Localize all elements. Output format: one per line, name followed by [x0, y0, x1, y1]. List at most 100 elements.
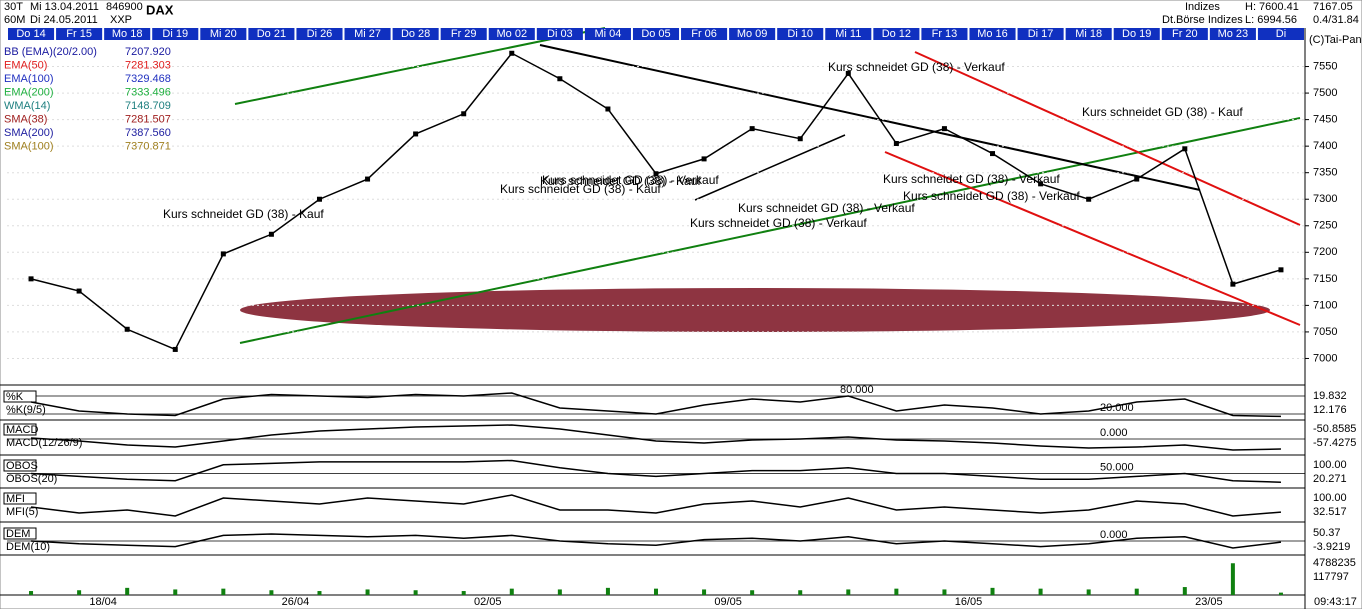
panel-value: 4788235: [1313, 557, 1356, 569]
trend-line: [694, 134, 846, 201]
price-point: [509, 50, 515, 56]
volume-bar: [509, 588, 514, 595]
from-date: Mi 13.04.2011: [30, 1, 99, 13]
date-label: Di 26: [307, 28, 333, 40]
highlight-zone: [240, 288, 1270, 332]
panel-value: 12.176: [1313, 404, 1347, 416]
legend-label: EMA(200): [4, 86, 54, 98]
panel-value: 32.517: [1313, 506, 1347, 518]
x-date-label: 02/05: [474, 596, 502, 608]
volume-bar: [1182, 587, 1187, 595]
price-point: [28, 276, 34, 282]
date-label: Do 12: [882, 28, 911, 40]
price-point: [749, 126, 755, 132]
date-label: Mi 20: [210, 28, 237, 40]
panel-title: OBOS: [6, 460, 38, 472]
price-point: [893, 141, 899, 146]
date-label: Di 03: [547, 28, 573, 40]
date-cell: [921, 28, 968, 40]
date-label: Fr 20: [1172, 28, 1198, 40]
trend-line: [914, 51, 1301, 226]
price-point: [1038, 181, 1044, 187]
date-label: Di 10: [787, 28, 813, 40]
y-tick-label: 7250: [1313, 220, 1337, 232]
price-point: [557, 76, 563, 82]
volume-bar: [798, 590, 803, 595]
high: H: 7600.41: [1245, 1, 1299, 13]
symbol: DAX: [146, 2, 174, 17]
annotation: Kurs schneidet GD (38) - Verkauf: [903, 189, 1080, 203]
annotation: Kurs schneidet GD (38) - Verkauf: [883, 172, 1060, 186]
date-cell: [392, 28, 439, 40]
panel-title: MACD: [6, 424, 38, 436]
panel-value: 20.271: [1313, 473, 1347, 485]
legend-label: WMA(14): [4, 100, 50, 112]
annotation: Kurs schneidet GD (38) - Kauf: [1082, 105, 1243, 119]
change: 0.4/31.84: [1313, 14, 1359, 26]
panel-value: 100.00: [1313, 492, 1347, 504]
volume-bar: [990, 587, 995, 595]
price-point: [1086, 196, 1092, 202]
volume-bar: [77, 590, 82, 595]
panel-title: DEM: [6, 528, 30, 540]
volume-bar: [605, 587, 610, 595]
volume-bar: [461, 591, 466, 595]
date-label: Mo 18: [112, 28, 143, 40]
panel-label: DEM(10): [6, 541, 50, 553]
volume-bar: [173, 589, 178, 595]
price-point: [220, 251, 226, 257]
date-cell: [1065, 28, 1112, 40]
panel-value: -50.8585: [1313, 423, 1356, 435]
y-tick-label: 7100: [1313, 299, 1337, 311]
date-label: Mo 23: [1218, 28, 1249, 40]
source: Dt.Börse Indizes: [1162, 14, 1243, 26]
y-tick-label: 7000: [1313, 352, 1337, 364]
date-label: Fr 15: [66, 28, 92, 40]
level-label: 0.000: [1100, 427, 1128, 439]
volume-bar: [125, 587, 130, 595]
date-label: Mo 16: [977, 28, 1008, 40]
date-label: Mi 11: [835, 28, 861, 40]
legend-label: SMA(200): [4, 127, 54, 139]
panel-value: -3.9219: [1313, 541, 1350, 553]
legend-value: 7329.468: [125, 73, 171, 85]
legend-label: BB (EMA)(20/2.00): [4, 46, 97, 58]
legend-value: 7207.920: [125, 46, 171, 58]
x-date-label: 09/05: [714, 596, 742, 608]
price-point: [990, 151, 996, 157]
volume-bar: [557, 589, 562, 595]
level-label: 0.000: [1100, 529, 1128, 541]
trend-line: [884, 151, 1301, 326]
volume-bar: [1230, 563, 1235, 595]
volume-bar: [894, 588, 899, 595]
legend-value: 7281.303: [125, 59, 171, 71]
legend-label: EMA(100): [4, 73, 54, 85]
date-label: Mi 18: [1075, 28, 1102, 40]
volume-bar: [365, 589, 370, 595]
wkn: 846900: [106, 1, 143, 13]
date-cell: [1209, 28, 1256, 40]
date-cell: [825, 28, 872, 40]
price-point: [845, 70, 851, 76]
volume-bar: [750, 590, 755, 595]
x-date-label: 26/04: [282, 596, 310, 608]
panel-value: 117797: [1313, 571, 1349, 583]
date-label: Do 21: [257, 28, 286, 40]
date-label: Do 05: [641, 28, 670, 40]
date-cell: [681, 28, 728, 40]
price-point: [1182, 146, 1188, 152]
y-tick-label: 7400: [1313, 140, 1337, 152]
volume-bar: [1086, 589, 1091, 595]
annotation: Kurs schneidet GD (38) - Verkauf: [542, 173, 719, 187]
legend-value: 7370.871: [125, 140, 171, 152]
copyright: (C)Tai-Pan: [1309, 34, 1362, 46]
low: L: 6994.56: [1245, 14, 1297, 26]
volume-bar: [1038, 588, 1043, 595]
date-cell: [969, 28, 1016, 40]
date-label: Fr 13: [932, 28, 958, 40]
price-point: [365, 176, 371, 182]
price-point: [653, 171, 659, 177]
period: 30T: [4, 1, 23, 13]
x-date-label: 16/05: [955, 596, 983, 608]
